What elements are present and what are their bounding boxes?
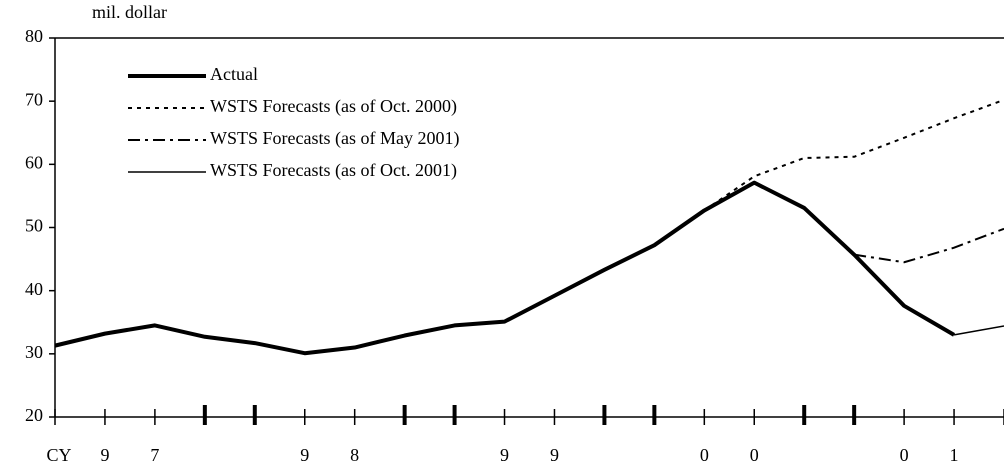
- x-tick-label: 9: [100, 445, 109, 465]
- y-tick-label: 40: [25, 279, 43, 299]
- legend-label: Actual: [210, 64, 258, 84]
- x-tick-label: 8: [350, 445, 359, 465]
- y-tick-label: 50: [25, 216, 43, 236]
- legend-label: WSTS Forecasts (as of Oct. 2000): [210, 96, 457, 117]
- y-axis-label: mil. dollar: [92, 2, 167, 22]
- x-tick-label: 1: [950, 445, 959, 465]
- y-tick-label: 30: [25, 342, 43, 362]
- legend-label: WSTS Forecasts (as of May 2001): [210, 128, 459, 149]
- y-tick-label: 20: [25, 405, 43, 425]
- x-tick-label: 0: [700, 445, 709, 465]
- x-tick-label: 0: [750, 445, 759, 465]
- y-tick-label: 70: [25, 89, 43, 109]
- legend-label: WSTS Forecasts (as of Oct. 2001): [210, 160, 457, 181]
- y-tick-label: 80: [25, 26, 43, 46]
- y-tick-label: 60: [25, 152, 43, 172]
- x-tick-label: 9: [500, 445, 509, 465]
- series-line: [953, 325, 1004, 336]
- x-tick-label: 9: [300, 445, 309, 465]
- x-tick-label: 0: [900, 445, 909, 465]
- series-line: [854, 227, 1004, 264]
- x-tick-label: 7: [150, 445, 159, 465]
- series-line: [703, 98, 1004, 212]
- series-line: [54, 180, 956, 356]
- x-tick-label: 9: [550, 445, 559, 465]
- x-tick-label: CY: [46, 445, 71, 465]
